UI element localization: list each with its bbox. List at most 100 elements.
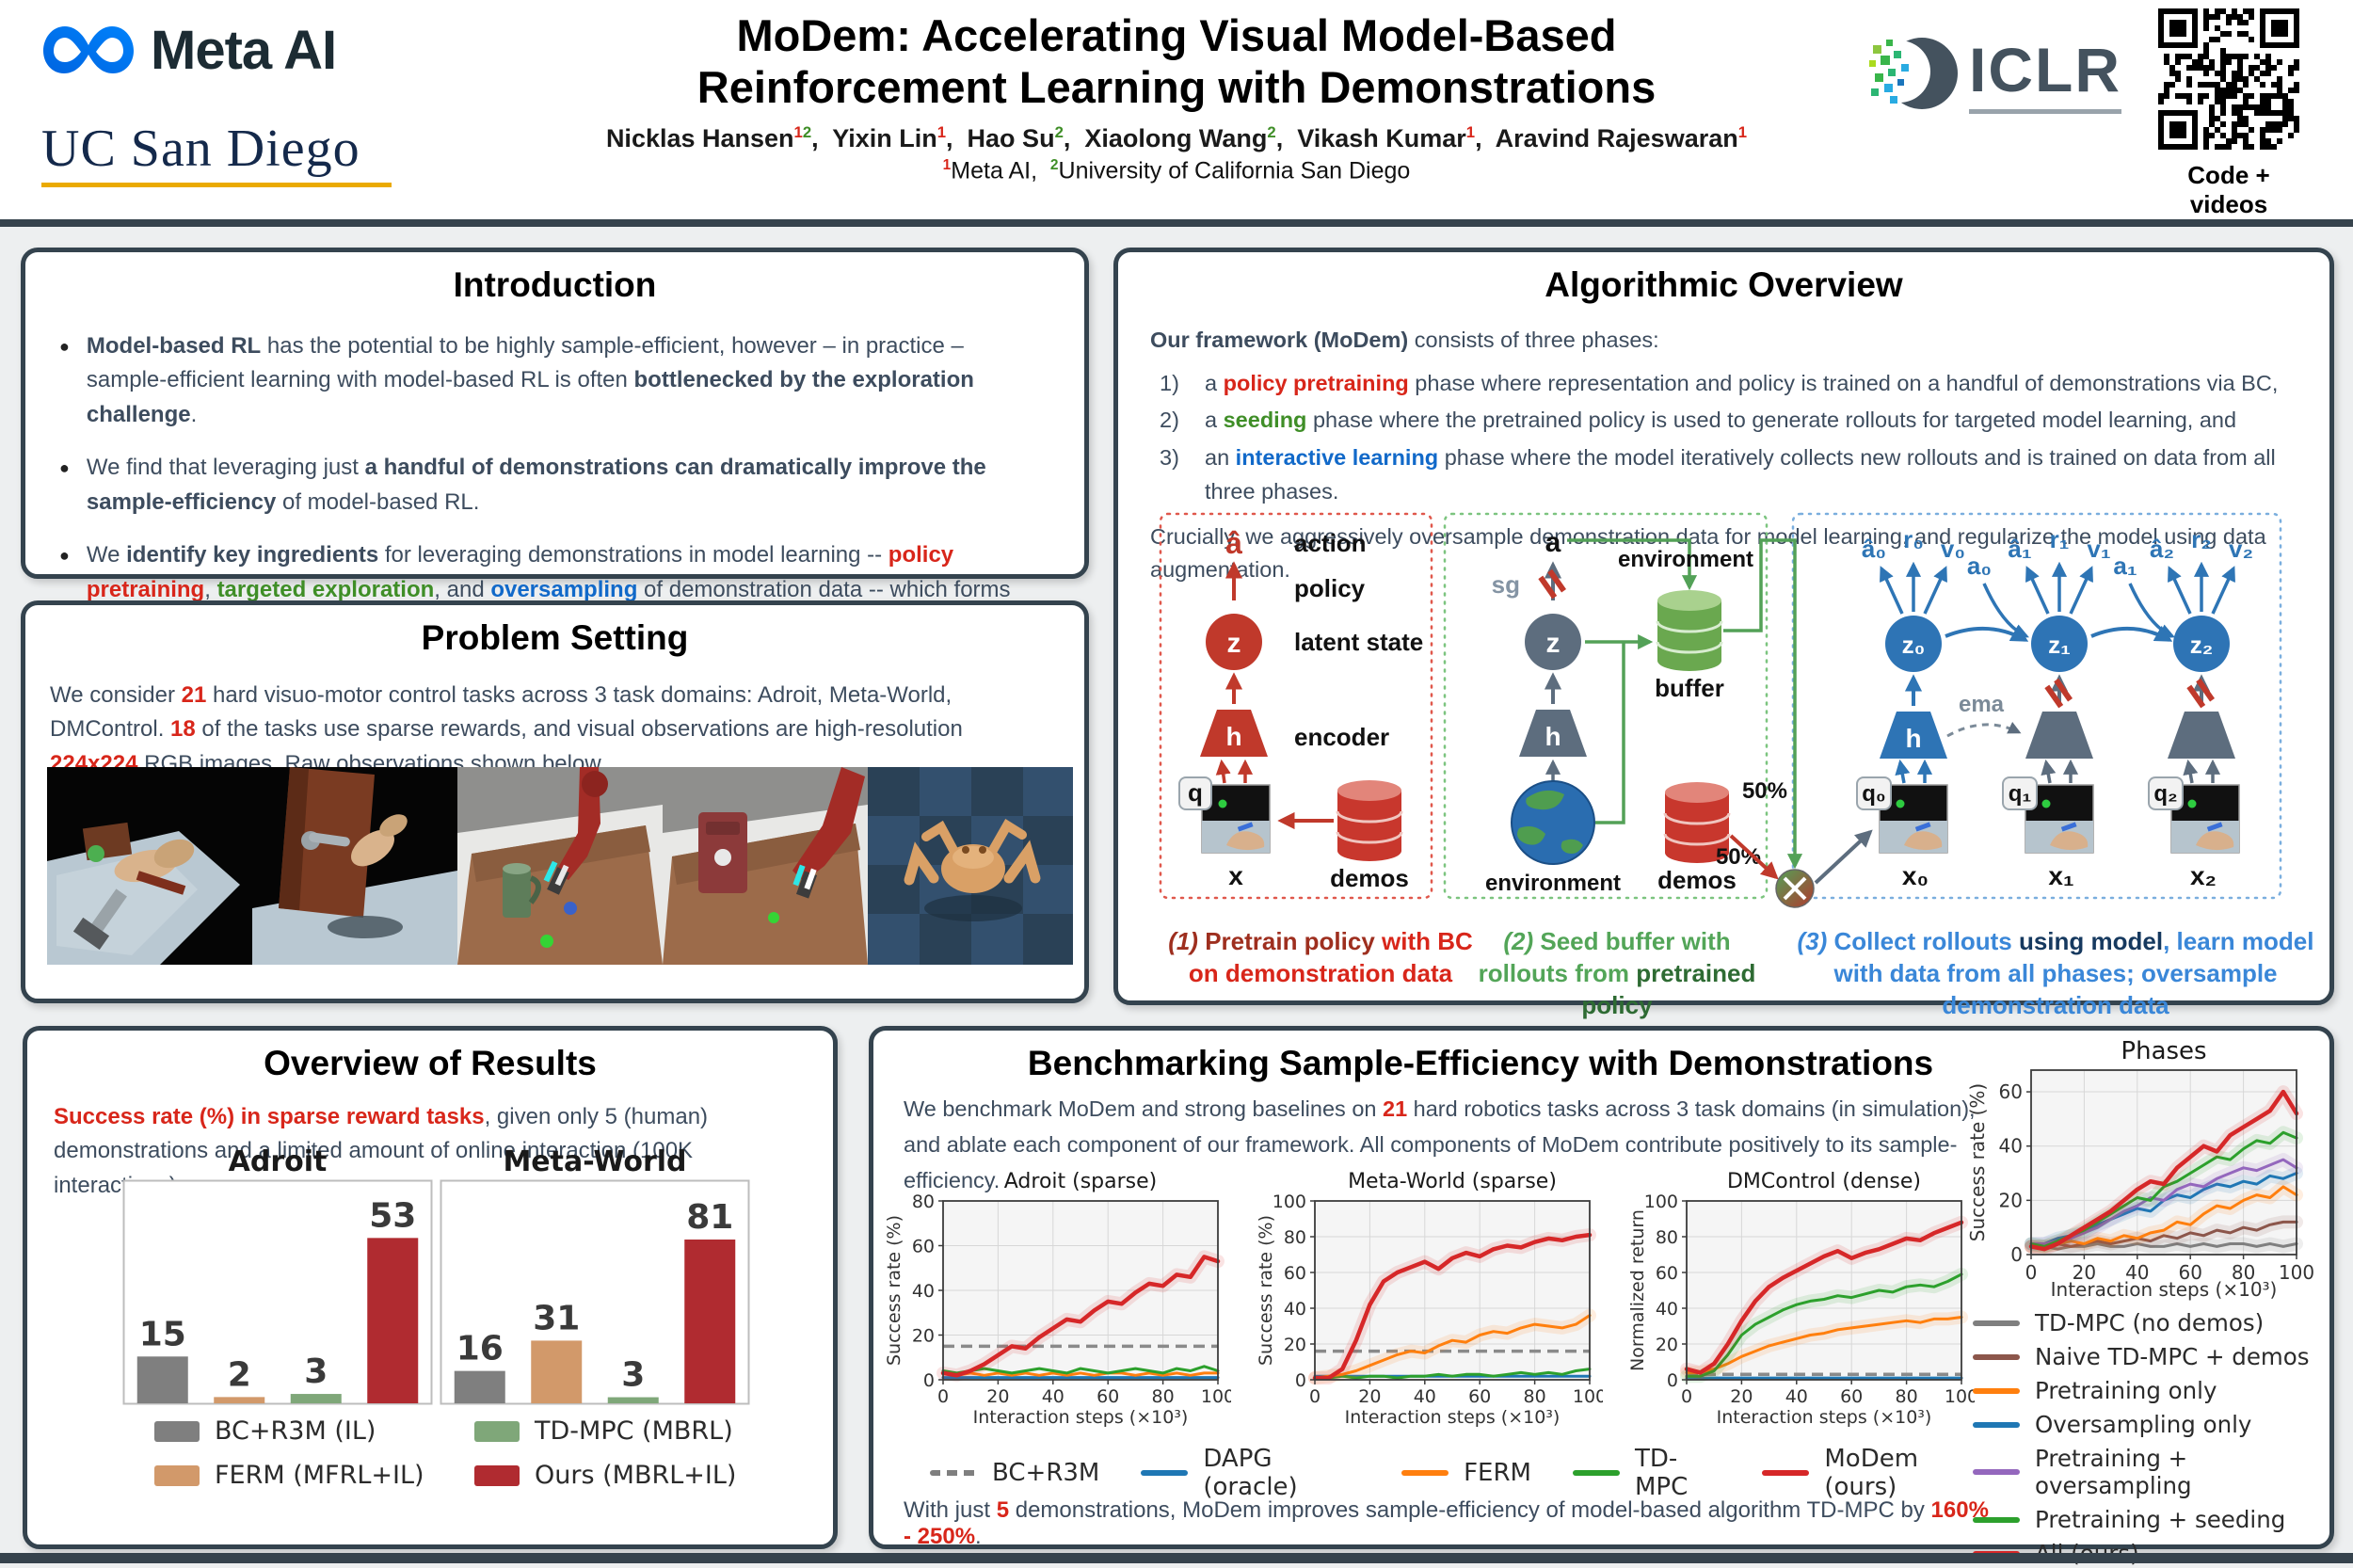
svg-text:20: 20 <box>912 1326 935 1347</box>
a0-label: a₀ <box>1967 552 1992 580</box>
results-legend: BC+R3M (IL) FERM (MFRL+IL) TD-MPC (MBRL) Ou… <box>154 1409 832 1497</box>
fifty-percent-top: 50% <box>1742 778 1787 804</box>
iclr-head-icon <box>1868 38 1958 109</box>
svg-text:20: 20 <box>986 1386 1009 1407</box>
poster-title-line1: MoDem: Accelerating Visual Model-Based <box>736 10 1617 60</box>
phases-legend: TD-MPC (no demos) Naive TD-MPC + demos Pre… <box>1973 1309 2329 1567</box>
svg-text:20: 20 <box>1730 1386 1753 1407</box>
phase1-group: â action policy z latent state h encoder… <box>1178 526 1423 892</box>
problem-setting-title: Problem Setting <box>421 618 689 657</box>
overview-results-title: Overview of Results <box>264 1044 597 1082</box>
svg-text:100: 100 <box>1945 1386 1975 1407</box>
legend-swatch <box>1973 1353 2020 1360</box>
bench-lead: We benchmark MoDem and strong baselines … <box>904 1096 1976 1193</box>
legend-swatch <box>474 1464 520 1486</box>
svg-text:80: 80 <box>1152 1386 1175 1407</box>
intro-bullet-2: ● We find that leveraging just a handful… <box>59 451 1047 520</box>
legend-label: DAPG (oracle) <box>1203 1445 1298 1501</box>
svg-text:80: 80 <box>1284 1227 1306 1248</box>
svg-text:Interaction steps (×10³): Interaction steps (×10³) <box>2051 1278 2278 1301</box>
svg-text:60: 60 <box>1096 1386 1119 1407</box>
r2-label: r₂ <box>2191 525 2212 553</box>
phase3-caption: (3) Collect rollouts using model, learn … <box>1797 927 2314 1019</box>
legend-item: TD-MPC (no demos) <box>1973 1309 2329 1336</box>
task-observations-strip <box>47 767 1073 965</box>
ucsd-gold-bar <box>41 183 392 187</box>
iclr-dots <box>1869 40 1909 104</box>
svg-text:0: 0 <box>923 1370 935 1391</box>
adroit-line-chart: 0 20 40 60 80 100 0 20 40 60 80 Adroit (sparse) Inte… <box>885 1170 1231 1428</box>
demos-label: demos <box>1657 866 1737 894</box>
svg-text:0: 0 <box>1681 1386 1692 1407</box>
svg-text:80: 80 <box>912 1192 935 1212</box>
svg-text:53: 53 <box>369 1196 416 1235</box>
legend-item: MoDem (ours) <box>1762 1445 1984 1501</box>
legend-item: Pretraining + seeding <box>1973 1506 2329 1533</box>
svg-text:40: 40 <box>1656 1299 1678 1320</box>
legend-swatch <box>1572 1470 1620 1476</box>
svg-text:60: 60 <box>1656 1263 1678 1284</box>
legend-label: FERM <box>1464 1459 1531 1487</box>
ahat1-label: â₁ <box>2008 535 2031 563</box>
benchmarking-title: Benchmarking Sample-Efficiency with Demo… <box>1027 1044 1934 1082</box>
phase1-box <box>1159 512 1433 900</box>
algo-item-3: 3) an interactive learning phase where t… <box>1160 445 2276 504</box>
legend-item: Pretraining only <box>1973 1377 2329 1404</box>
legend-item: TD-MPC (MBRL) <box>474 1416 832 1446</box>
svg-text:0: 0 <box>2010 1243 2023 1266</box>
svg-text:100: 100 <box>1273 1192 1306 1212</box>
action-hat-label: â <box>1225 526 1242 560</box>
svg-text:Adroit (sparse): Adroit (sparse) <box>1004 1170 1158 1193</box>
legend-label: TD-MPC (no demos) <box>2035 1309 2265 1336</box>
task-image-adroit-hammer <box>47 767 252 965</box>
stop-gradient-label: sg <box>1492 570 1520 599</box>
legend-label: Pretraining only <box>2035 1377 2217 1404</box>
ahat0-label: â₀ <box>1862 535 1886 563</box>
legend-swatch <box>474 1420 520 1442</box>
svg-text:Success rate (%): Success rate (%) <box>1257 1215 1276 1366</box>
legend-swatch <box>1762 1470 1810 1476</box>
buffer-database-icon <box>1656 588 1723 673</box>
encoder-h-node: h <box>1905 724 1921 753</box>
svg-text:3: 3 <box>304 1352 328 1391</box>
policy-label: policy <box>1294 574 1366 602</box>
ema-label: ema <box>1959 692 2005 717</box>
algorithmic-overview-title: Algorithmic Overview <box>1545 265 1903 304</box>
svg-text:20: 20 <box>1656 1335 1678 1355</box>
legend-swatch <box>154 1464 200 1486</box>
v0-label: v₀ <box>1941 535 1965 563</box>
authors-line: Nicklas Hansen12, Yixin Lin1, Hao Su2, X… <box>605 122 1748 152</box>
task-image-adroit-door <box>252 767 457 965</box>
svg-text:60: 60 <box>1468 1386 1491 1407</box>
svg-text:31: 31 <box>533 1299 580 1337</box>
z2-node: z₂ <box>2190 631 2214 659</box>
legend-swatch <box>1973 1469 2020 1475</box>
algo-note: Crucially, we aggressively oversample de… <box>1150 523 2266 583</box>
svg-text:Interaction steps (×10³): Interaction steps (×10³) <box>1717 1407 1932 1428</box>
svg-text:40: 40 <box>1999 1135 2023 1158</box>
svg-text:Normalized return: Normalized return <box>1628 1209 1648 1371</box>
legend-item: DAPG (oracle) <box>1141 1445 1360 1501</box>
qr-code-block: Code + videos <box>2153 8 2304 219</box>
algo-lead: Our framework (MoDem) consists of three … <box>1150 328 1659 352</box>
q-tag: q <box>1188 778 1203 807</box>
phase3-box <box>1791 512 2282 900</box>
svg-text:40: 40 <box>912 1281 935 1302</box>
svg-text:40: 40 <box>1284 1299 1306 1320</box>
latent-z-node: z <box>1227 628 1241 659</box>
task-image-metaworld-thermos <box>457 767 663 965</box>
legend-item: BC+R3M (IL) <box>154 1416 474 1446</box>
qr-caption: Code + videos <box>2187 161 2270 218</box>
algo-item-2: 2) a seeding phase where the pretrained … <box>1160 408 2237 433</box>
x2-label: x₂ <box>2190 861 2217 890</box>
latent-state-label: latent state <box>1294 628 1423 656</box>
bottom-strip <box>0 1553 2353 1563</box>
legend-swatch <box>154 1420 200 1442</box>
svg-text:Interaction steps (×10³): Interaction steps (×10³) <box>973 1407 1189 1428</box>
metaworld-bar-chart: 16 31 3 81 <box>440 1179 750 1405</box>
legend-swatch <box>1973 1516 2020 1523</box>
legend-item: FERM <box>1401 1459 1531 1487</box>
poster-title-line2: Reinforcement Learning with Demonstratio… <box>696 62 1657 113</box>
svg-text:100: 100 <box>1573 1386 1603 1407</box>
section-problem-setting: Problem Setting We consider 21 hard visu… <box>21 600 1089 1003</box>
